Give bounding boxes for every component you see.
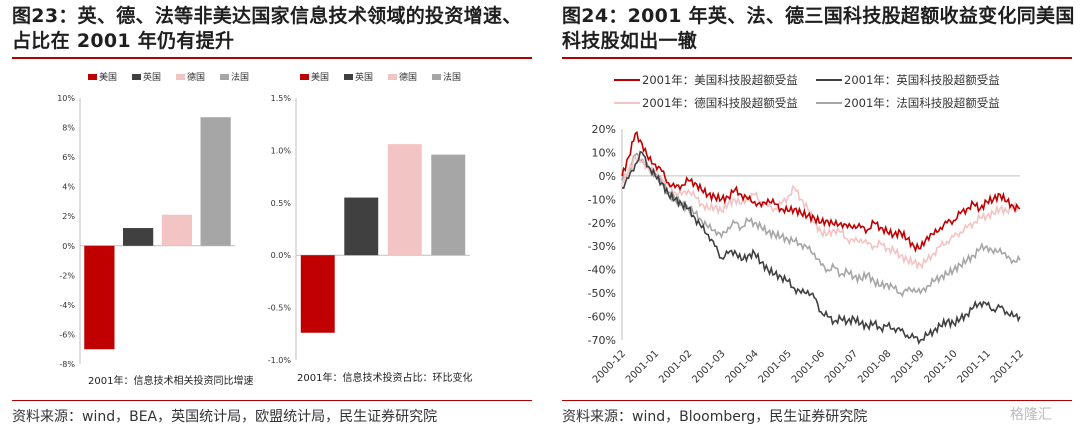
- y-tick-label: 1.0%: [271, 146, 292, 155]
- y-tick-label: 2%: [62, 212, 75, 221]
- left-title-rule: [12, 57, 532, 59]
- series-line-4: [621, 152, 1021, 298]
- y-tick-label: -6%: [59, 330, 75, 339]
- legend-swatch: [344, 74, 353, 80]
- legend-swatch: [432, 74, 441, 80]
- line-x-tick-label: 2001-02: [657, 348, 694, 385]
- bar-4: [200, 117, 231, 246]
- y-tick-label: -8%: [59, 360, 75, 369]
- left-source-note: 资料来源：wind，BEA，英国统计局，欧盟统计局，民生证券研究院: [12, 409, 438, 425]
- y-tick-label: -0.5%: [268, 304, 292, 313]
- y-tick-label: 4%: [62, 183, 75, 192]
- bar-1: [300, 255, 335, 333]
- line-x-tick-label: 2001-06: [790, 348, 827, 385]
- legend-swatch: [88, 74, 97, 80]
- y-tick-label: -4%: [59, 301, 75, 310]
- series-line-2: [621, 150, 1021, 346]
- y-tick-label: 0%: [62, 242, 75, 251]
- line-x-tick-label: 2001-12: [989, 348, 1026, 385]
- bar-3: [387, 144, 422, 256]
- legend-label: 德国: [187, 71, 205, 83]
- y-tick-label: 1.5%: [271, 94, 292, 103]
- right-source-rule: [562, 400, 1072, 401]
- line-legend-label: 2001年：德国科技股超额受益: [642, 96, 798, 110]
- line-x-tick-label: 2001-11: [956, 348, 993, 385]
- bar-2: [344, 197, 379, 256]
- legend-swatch: [220, 74, 229, 80]
- line-legend-label: 2001年：英国科技股超额受益: [844, 73, 1000, 87]
- line-x-tick-label: 2001-08: [856, 348, 893, 385]
- x-axis-label: 2001年：信息技术投资占比：环比变化: [297, 371, 472, 384]
- line-x-tick-label: 2001-01: [624, 348, 661, 385]
- line-y-tick-label: -40%: [588, 264, 616, 277]
- right-title-rule: [562, 57, 1072, 59]
- legend-swatch: [176, 74, 185, 80]
- line-x-tick-label: 2001-05: [757, 348, 794, 385]
- y-tick-label: -2%: [59, 271, 75, 280]
- bar-1: [84, 245, 115, 350]
- watermark-logo: 格隆汇: [1010, 407, 1052, 423]
- legend-label: 美国: [311, 71, 329, 83]
- right-panel-title: 图24：2001 年英、法、德三国科技股超额收益变化同美国科技股如出一辙: [562, 5, 1075, 52]
- y-tick-label: -1.0%: [268, 356, 292, 365]
- line-x-tick-label: 2001-10: [922, 348, 959, 385]
- legend-label: 英国: [143, 71, 161, 83]
- bar-3: [161, 214, 192, 246]
- line-y-tick-label: 0%: [599, 170, 616, 183]
- legend-swatch: [132, 74, 141, 80]
- bar-2: [123, 228, 154, 246]
- line-y-tick-label: -30%: [588, 240, 616, 253]
- series-line-1: [621, 130, 1021, 253]
- line-y-tick-label: -10%: [588, 193, 616, 206]
- line-legend-label: 2001年：美国科技股超额受益: [642, 73, 798, 87]
- line-y-tick-label: 10%: [592, 146, 616, 159]
- y-tick-label: 0.5%: [271, 199, 292, 208]
- line-x-tick-label: 2001-09: [889, 348, 926, 385]
- line-y-tick-label: -50%: [588, 287, 616, 300]
- y-tick-label: 0.0%: [271, 251, 292, 260]
- line-x-tick-label: 2000-12: [591, 348, 628, 385]
- legend-label: 法国: [231, 71, 249, 83]
- right-source-note: 资料来源：wind，Bloomberg，民生证券研究院: [562, 409, 868, 425]
- line-x-tick-label: 2001-07: [823, 348, 860, 385]
- line-legend-label: 2001年：法国科技股超额受益: [844, 96, 1000, 110]
- line-y-tick-label: -70%: [588, 334, 616, 347]
- y-tick-label: 8%: [62, 124, 75, 133]
- series-line-3: [621, 152, 1021, 271]
- x-axis-label: 2001年：信息技术相关投资同比增速: [88, 374, 253, 387]
- bar-4: [431, 154, 466, 256]
- left-source-rule: [12, 400, 532, 401]
- legend-label: 德国: [399, 71, 417, 83]
- left-panel-title: 图23：英、德、法等非美达国家信息技术领域的投资增速、占比在 2001 年仍有提…: [12, 5, 522, 52]
- legend-swatch: [388, 74, 397, 80]
- line-x-tick-label: 2001-04: [723, 348, 760, 385]
- legend-label: 英国: [355, 71, 373, 83]
- legend-label: 美国: [99, 71, 117, 83]
- line-y-tick-label: -20%: [588, 217, 616, 230]
- y-tick-label: 10%: [57, 94, 75, 103]
- legend-swatch: [300, 74, 309, 80]
- y-tick-label: 6%: [62, 153, 75, 162]
- line-y-tick-label: 20%: [592, 123, 616, 136]
- line-y-tick-label: -60%: [588, 311, 616, 324]
- legend-label: 法国: [443, 71, 461, 83]
- line-x-tick-label: 2001-03: [690, 348, 727, 385]
